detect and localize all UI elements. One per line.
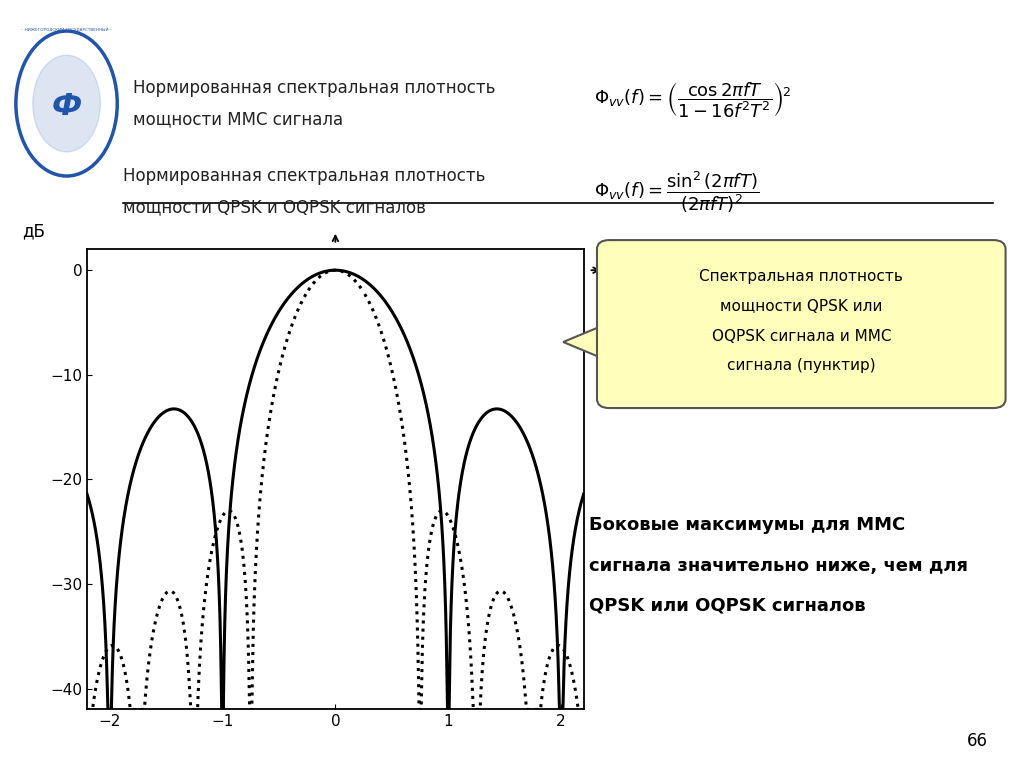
Text: Нормированная спектральная плотность: Нормированная спектральная плотность [133,79,496,97]
Text: QPSK или OQPSK сигналов: QPSK или OQPSK сигналов [589,597,865,615]
Text: 66: 66 [967,732,988,750]
Text: OQPSK сигнала и ММС: OQPSK сигнала и ММС [712,328,891,344]
Text: мощности QPSK и OQPSK сигналов: мощности QPSK и OQPSK сигналов [123,198,426,216]
Text: ···НИЖЕГОРОДСКИЙ ГОСУДАРСТВЕННЫЙ···: ···НИЖЕГОРОДСКИЙ ГОСУДАРСТВЕННЫЙ··· [20,28,113,32]
Text: Спектральная плотность: Спектральная плотность [699,268,903,284]
Circle shape [33,55,100,152]
Text: дБ: дБ [23,222,45,240]
Text: мощности QPSK или: мощности QPSK или [720,298,883,314]
Text: сигнала (пунктир): сигнала (пунктир) [727,358,876,374]
Text: мощности ММС сигнала: мощности ММС сигнала [133,110,343,128]
Text: сигнала значительно ниже, чем для: сигнала значительно ниже, чем для [589,557,968,575]
Text: Ф: Ф [51,92,82,121]
Text: Нормированная спектральная плотность: Нормированная спектральная плотность [123,167,485,186]
Text: $\Phi_{vv}(f)=\left(\dfrac{\cos 2\pi fT}{1-16f^{2}T^{2}}\right)^{\!2}$: $\Phi_{vv}(f)=\left(\dfrac{\cos 2\pi fT}… [594,80,791,120]
Text: Боковые максимумы для ММС: Боковые максимумы для ММС [589,516,905,535]
Text: $\Phi_{vv}(f)=\dfrac{\sin^{2}(2\pi fT)}{(2\pi fT)^{2}}$: $\Phi_{vv}(f)=\dfrac{\sin^{2}(2\pi fT)}{… [594,169,759,215]
